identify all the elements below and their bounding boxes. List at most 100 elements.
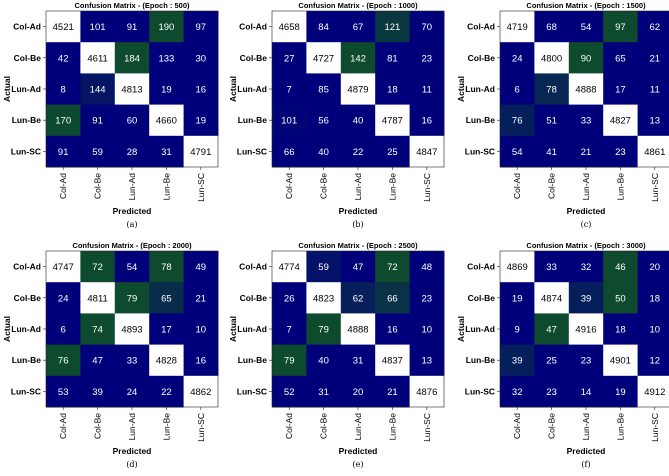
cell-value: 4791 bbox=[190, 147, 211, 158]
matrix-cell bbox=[568, 344, 604, 377]
y-tick-label: Lun-Ad bbox=[237, 84, 267, 94]
y-tick-label: Lun-SC bbox=[237, 386, 267, 396]
y-axis-label: Actual bbox=[456, 76, 466, 102]
matrix-cell bbox=[375, 344, 411, 377]
matrix-cell bbox=[306, 375, 342, 408]
cell-value: 28 bbox=[127, 147, 138, 158]
cell-value: 62 bbox=[650, 22, 661, 33]
matrix-cell bbox=[375, 42, 411, 74]
matrix-cell bbox=[534, 135, 570, 168]
x-axis-label: Predicted bbox=[339, 446, 378, 456]
cell-value: 4800 bbox=[541, 53, 562, 64]
y-tick-label: Lun-SC bbox=[11, 146, 41, 156]
matrix-cell bbox=[340, 375, 376, 408]
confusion-matrix-panel: Confusion Matrix - (Epoch : 3000) 4869 33 3… bbox=[456, 241, 669, 469]
matrix-cell bbox=[568, 42, 604, 74]
chart-title: Confusion Matrix - (Epoch : 3000) bbox=[526, 241, 646, 250]
y-tick-label: Lun-Ad bbox=[237, 324, 267, 334]
x-tick-label: Col-Ad bbox=[512, 413, 522, 439]
matrix-cell bbox=[409, 282, 445, 314]
cell-value: 4874 bbox=[541, 293, 562, 304]
matrix-cell bbox=[149, 11, 185, 43]
matrix-cell bbox=[149, 282, 185, 314]
cell-value: 10 bbox=[196, 325, 207, 336]
x-axis-label: Predicted bbox=[567, 206, 606, 216]
matrix-cell bbox=[500, 73, 535, 106]
matrix-cell bbox=[340, 73, 376, 106]
matrix-cell bbox=[114, 135, 150, 168]
matrix-cell bbox=[534, 282, 570, 314]
matrix-cell bbox=[149, 251, 185, 283]
matrix-cell bbox=[149, 375, 185, 408]
chart-title: Confusion Matrix - (Epoch : 1500) bbox=[526, 1, 646, 10]
matrix-cell bbox=[340, 42, 376, 74]
cell-value: 51 bbox=[546, 116, 557, 127]
matrix-cell bbox=[149, 42, 185, 74]
cell-value: 30 bbox=[196, 53, 207, 64]
matrix-cell bbox=[340, 251, 376, 283]
x-tick-label: Lun-SC bbox=[422, 173, 432, 202]
x-tick-label: Col-Be bbox=[93, 173, 103, 199]
matrix-cell bbox=[637, 313, 669, 346]
cell-value: 49 bbox=[196, 262, 207, 273]
cell-value: 39 bbox=[92, 387, 103, 398]
matrix-cell bbox=[603, 375, 639, 408]
panel-caption: (a) bbox=[126, 220, 137, 229]
matrix-cell bbox=[46, 11, 81, 43]
cell-value: 4837 bbox=[382, 356, 403, 367]
cell-value: 13 bbox=[422, 356, 433, 367]
cell-value: 4660 bbox=[156, 116, 177, 127]
cell-value: 20 bbox=[353, 387, 364, 398]
matrix-cell bbox=[500, 313, 535, 346]
cell-value: 25 bbox=[546, 356, 557, 367]
cell-value: 26 bbox=[284, 293, 295, 304]
cell-value: 133 bbox=[158, 53, 174, 64]
cell-value: 41 bbox=[546, 147, 557, 158]
x-tick-label: Lun-Ad bbox=[127, 173, 137, 201]
cell-value: 60 bbox=[127, 116, 138, 127]
matrix-cell bbox=[340, 344, 376, 377]
y-tick-label: Lun-Ad bbox=[465, 84, 495, 94]
cell-value: 31 bbox=[161, 147, 172, 158]
matrix-cell bbox=[46, 135, 81, 168]
cell-value: 91 bbox=[127, 22, 138, 33]
cell-value: 8 bbox=[61, 85, 66, 96]
matrix-cell bbox=[568, 11, 604, 43]
cell-value: 4727 bbox=[313, 53, 334, 64]
matrix-cell bbox=[340, 313, 376, 346]
cell-value: 53 bbox=[58, 387, 69, 398]
cell-value: 4787 bbox=[382, 116, 403, 127]
x-tick-label: Lun-Be bbox=[161, 173, 171, 201]
y-tick-label: Lun-Be bbox=[238, 115, 268, 125]
matrix-cell bbox=[534, 313, 570, 346]
matrix-cell bbox=[80, 73, 116, 106]
confusion-matrix-panel: Confusion Matrix - (Epoch : 2000) 4747 72 5… bbox=[2, 241, 219, 469]
y-tick-label: Col-Be bbox=[468, 53, 496, 63]
cell-value: 17 bbox=[161, 325, 172, 336]
matrix-cell bbox=[375, 375, 411, 408]
x-tick-label: Lun-SC bbox=[196, 173, 206, 202]
cell-value: 24 bbox=[127, 387, 138, 398]
matrix-cell bbox=[375, 135, 411, 168]
matrix-cell bbox=[183, 11, 219, 43]
cell-value: 22 bbox=[161, 387, 172, 398]
cell-value: 4916 bbox=[575, 325, 596, 336]
matrix-cell bbox=[272, 313, 307, 346]
cell-value: 91 bbox=[92, 116, 103, 127]
matrix-cell bbox=[500, 135, 535, 168]
x-axis-label: Predicted bbox=[567, 446, 606, 456]
cell-value: 4774 bbox=[279, 262, 300, 273]
matrix-cell bbox=[114, 104, 150, 137]
matrix-cell bbox=[114, 73, 150, 106]
matrix-cell bbox=[568, 135, 604, 168]
matrix-cell bbox=[149, 104, 185, 137]
matrix-cell bbox=[534, 375, 570, 408]
cell-value: 81 bbox=[387, 53, 398, 64]
matrix-cell bbox=[46, 282, 81, 314]
x-tick-label: Lun-Ad bbox=[353, 413, 363, 441]
cell-value: 23 bbox=[422, 53, 433, 64]
matrix-cell bbox=[409, 73, 445, 106]
matrix-cell bbox=[306, 344, 342, 377]
y-tick-label: Col-Ad bbox=[13, 22, 41, 32]
